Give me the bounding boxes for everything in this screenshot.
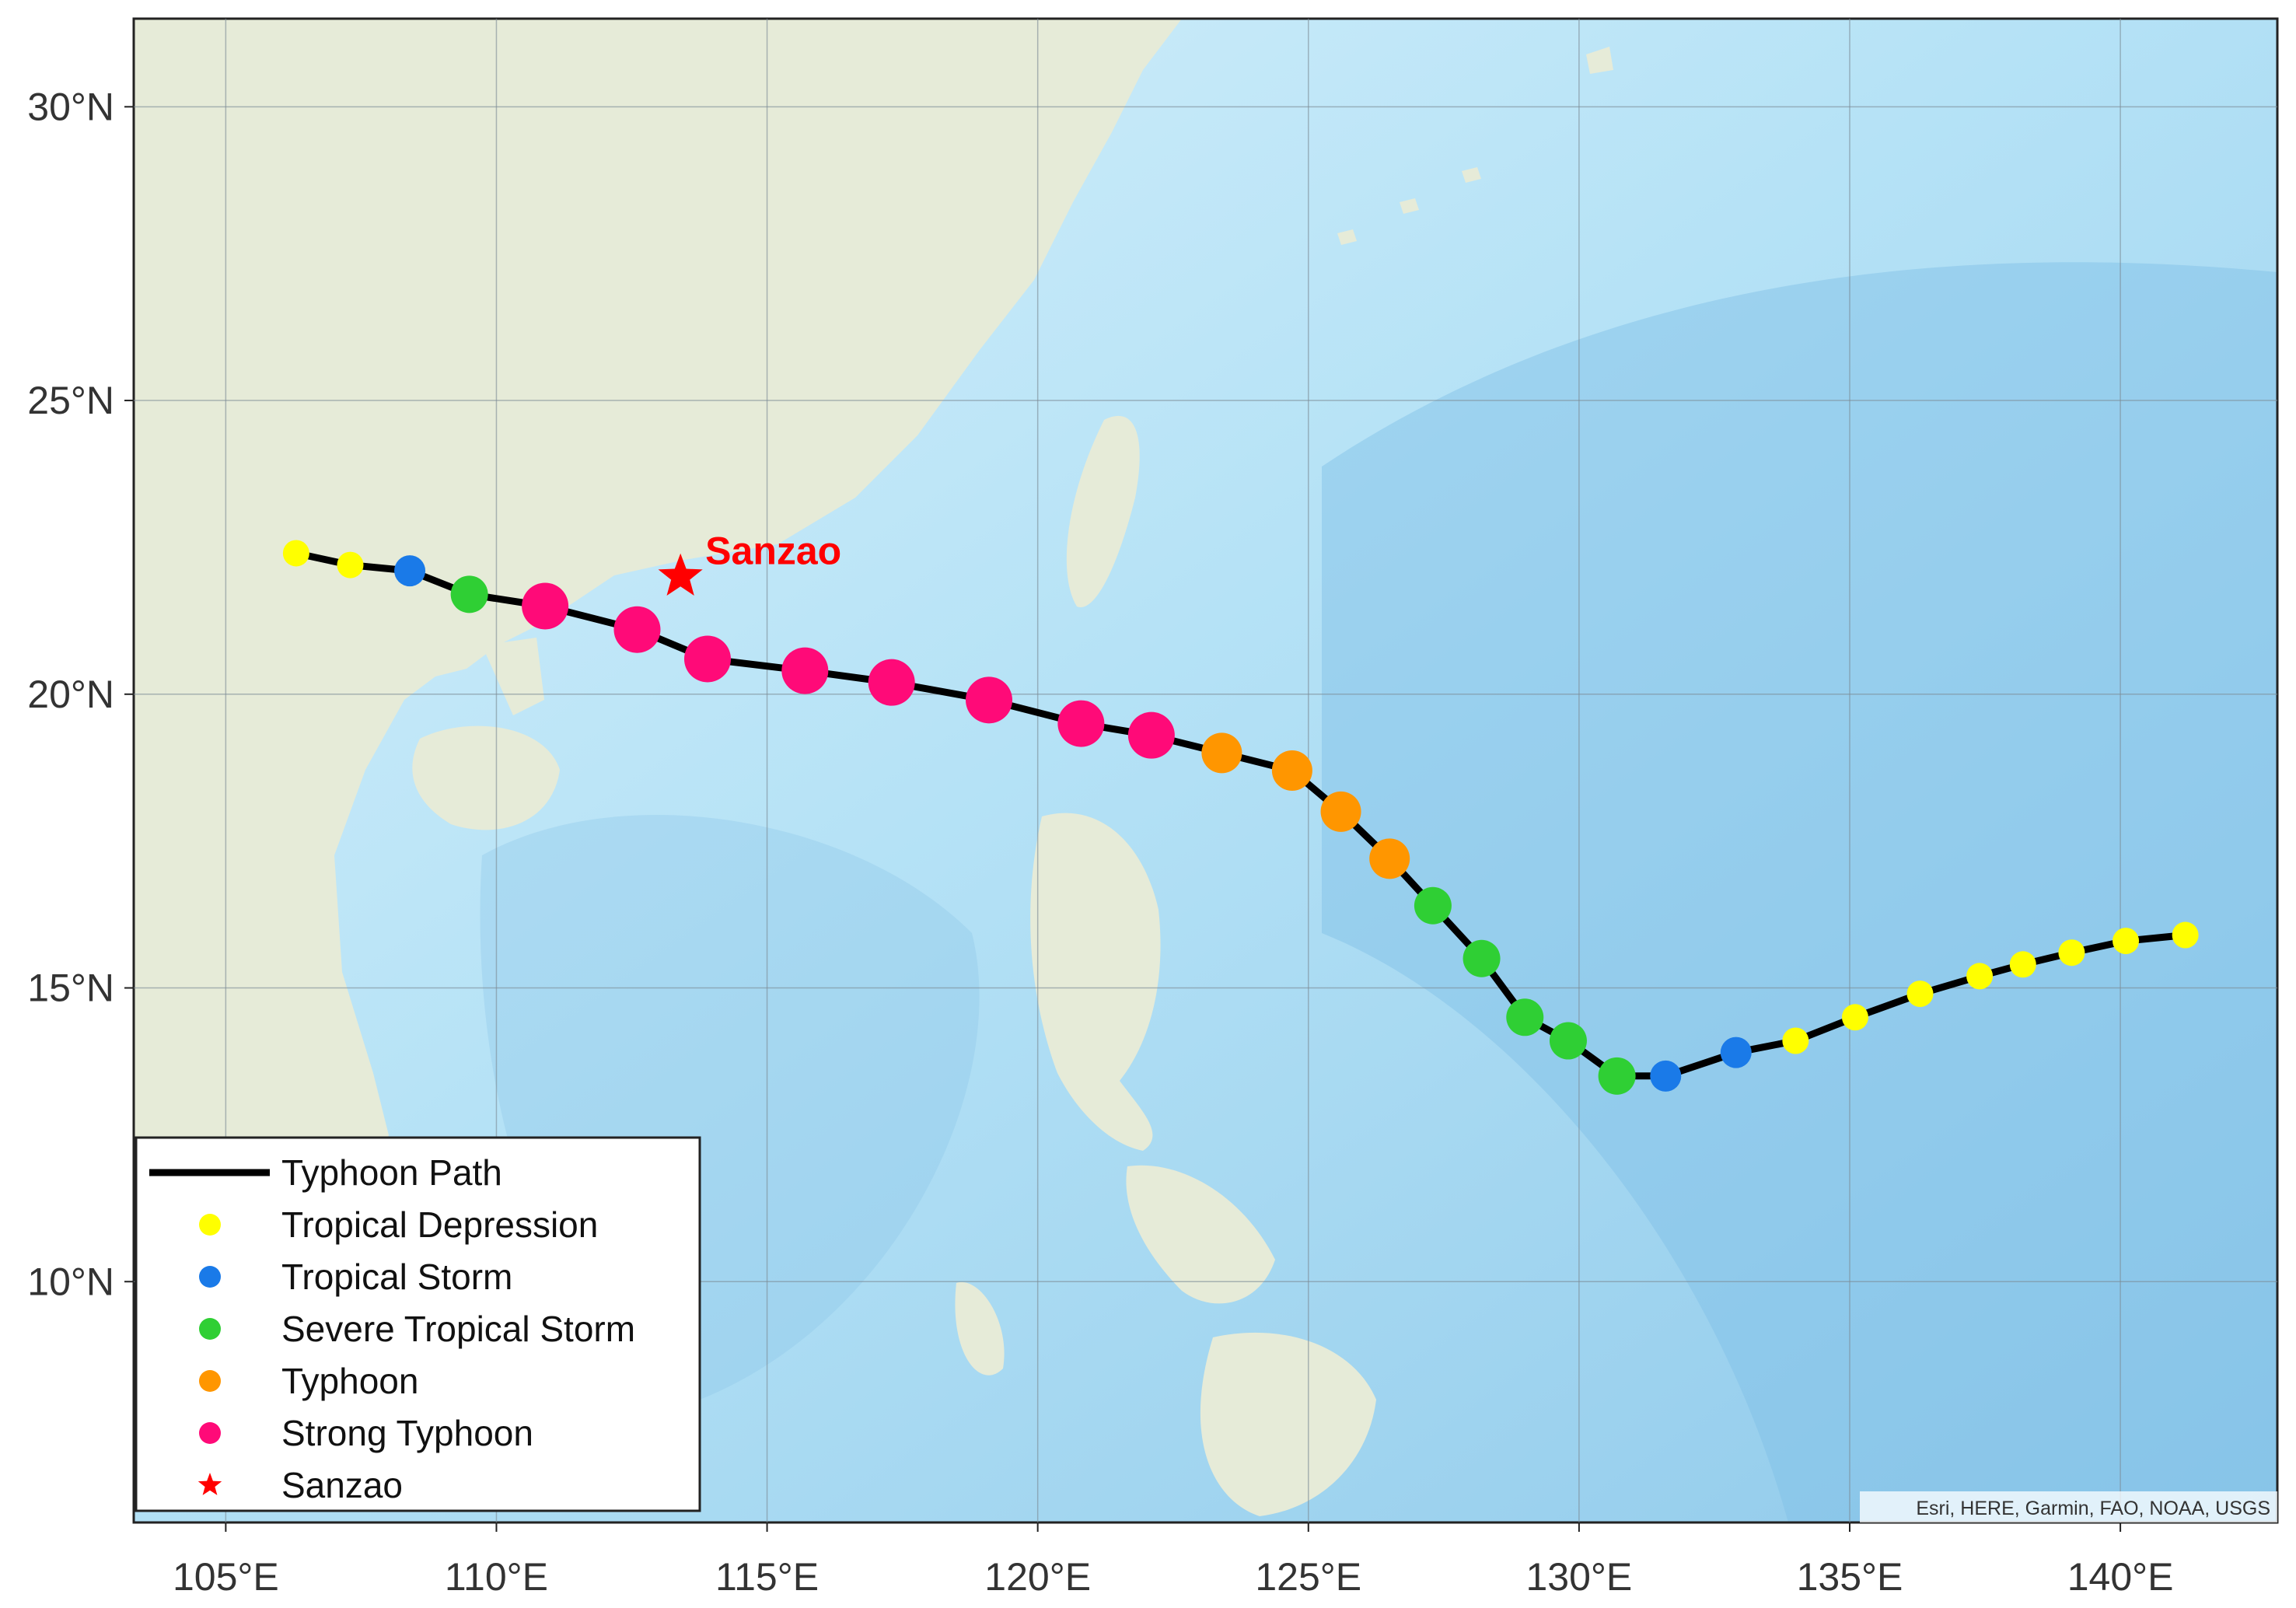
tick-label-lat: 25°N [27,379,114,422]
legend-dot-icon [199,1266,221,1288]
track-point-tropical-depression [1966,963,1994,990]
track-point-tropical-depression [2172,921,2199,949]
track-point-tropical-depression [2113,928,2140,955]
hainan-island [412,725,560,830]
track-point-strong-typhoon [781,647,829,694]
visayas-islands [1126,1165,1275,1304]
tick-label-lat: 10°N [27,1260,114,1303]
track-point-severe-tropical-storm [1506,998,1544,1036]
track-point-tropical-storm [1650,1060,1682,1092]
track-point-tropical-storm [1720,1036,1752,1068]
attribution-text: Esri, HERE, Garmin, FAO, NOAA, USGS [1916,1498,2270,1519]
legend-label: Sanzao [281,1465,403,1505]
mindanao-island [1200,1332,1376,1516]
leizhou-peninsula [482,638,544,715]
track-point-strong-typhoon [1057,700,1105,747]
track-point-strong-typhoon [1127,711,1175,759]
track-point-tropical-depression [337,551,364,579]
deep-ocean-band [1322,262,2277,1522]
legend-dot-icon [199,1422,221,1444]
tick-label-lon: 125°E [1255,1555,1361,1599]
track-point-tropical-depression [2058,939,2085,967]
track-point-tropical-depression [1906,981,1934,1008]
legend-dot-icon [199,1370,221,1392]
track-point-tropical-depression [1841,1004,1868,1031]
tick-label-lat: 15°N [27,967,114,1010]
tick-label-lat: 20°N [27,673,114,716]
track-point-typhoon [1201,732,1242,774]
track-point-severe-tropical-storm [1414,886,1452,925]
legend-dot-icon [199,1214,221,1236]
tick-label-lon: 140°E [2067,1555,2174,1599]
legend: Typhoon Path Tropical Depression Tropical … [135,1136,701,1512]
luzon-island [1030,813,1161,1151]
legend-box [135,1136,701,1512]
tick-label-lon: 135°E [1797,1555,1903,1599]
track-point-typhoon [1271,750,1312,791]
track-point-typhoon [1320,791,1361,832]
typhoon-track [282,540,2199,1095]
legend-label: Strong Typhoon [281,1413,533,1453]
legend-dot-icon [199,1318,221,1340]
legend-star-icon [197,1473,222,1495]
axis-labels: 105°E 110°E 115°E 120°E 125°E 130°E 135°E 140°E… [27,85,2173,1599]
taiwan-island [1066,415,1140,607]
track-point-strong-typhoon [683,635,731,683]
track-point-tropical-storm [394,555,426,587]
track-point-severe-tropical-storm [450,575,488,613]
tick-label-lon: 130°E [1525,1555,1632,1599]
track-point-strong-typhoon [868,659,915,706]
track-point-typhoon [1369,838,1410,879]
legend-label: Tropical Depression [281,1204,598,1245]
track-point-severe-tropical-storm [1598,1057,1636,1095]
tick-label-lon: 105°E [173,1555,279,1599]
track-point-tropical-depression [282,540,309,567]
tick-label-lon: 115°E [715,1555,819,1599]
station-marker: Sanzao [658,530,841,596]
track-point-tropical-depression [2009,951,2036,978]
track-point-severe-tropical-storm [1549,1022,1587,1060]
track-point-severe-tropical-storm [1463,939,1501,977]
sanzao-star-icon [658,553,703,596]
mainland-land [134,19,1182,1400]
track-point-strong-typhoon [966,676,1013,724]
palawan-island [955,1281,1005,1376]
track-point-tropical-depression [1782,1027,1809,1054]
tick-label-lon: 120°E [984,1555,1091,1599]
tick-label-lat: 30°N [27,85,114,128]
tick-label-lon: 110°E [445,1555,548,1599]
legend-label: Severe Tropical Storm [281,1309,635,1349]
legend-label: Typhoon Path [281,1152,502,1193]
station-label: Sanzao [705,530,841,573]
track-point-strong-typhoon [613,606,661,653]
legend-label: Typhoon [281,1361,418,1401]
map-frame [132,17,2279,1524]
legend-label: Tropical Storm [281,1257,512,1297]
attribution-box [1860,1491,2277,1522]
track-point-strong-typhoon [522,582,569,630]
